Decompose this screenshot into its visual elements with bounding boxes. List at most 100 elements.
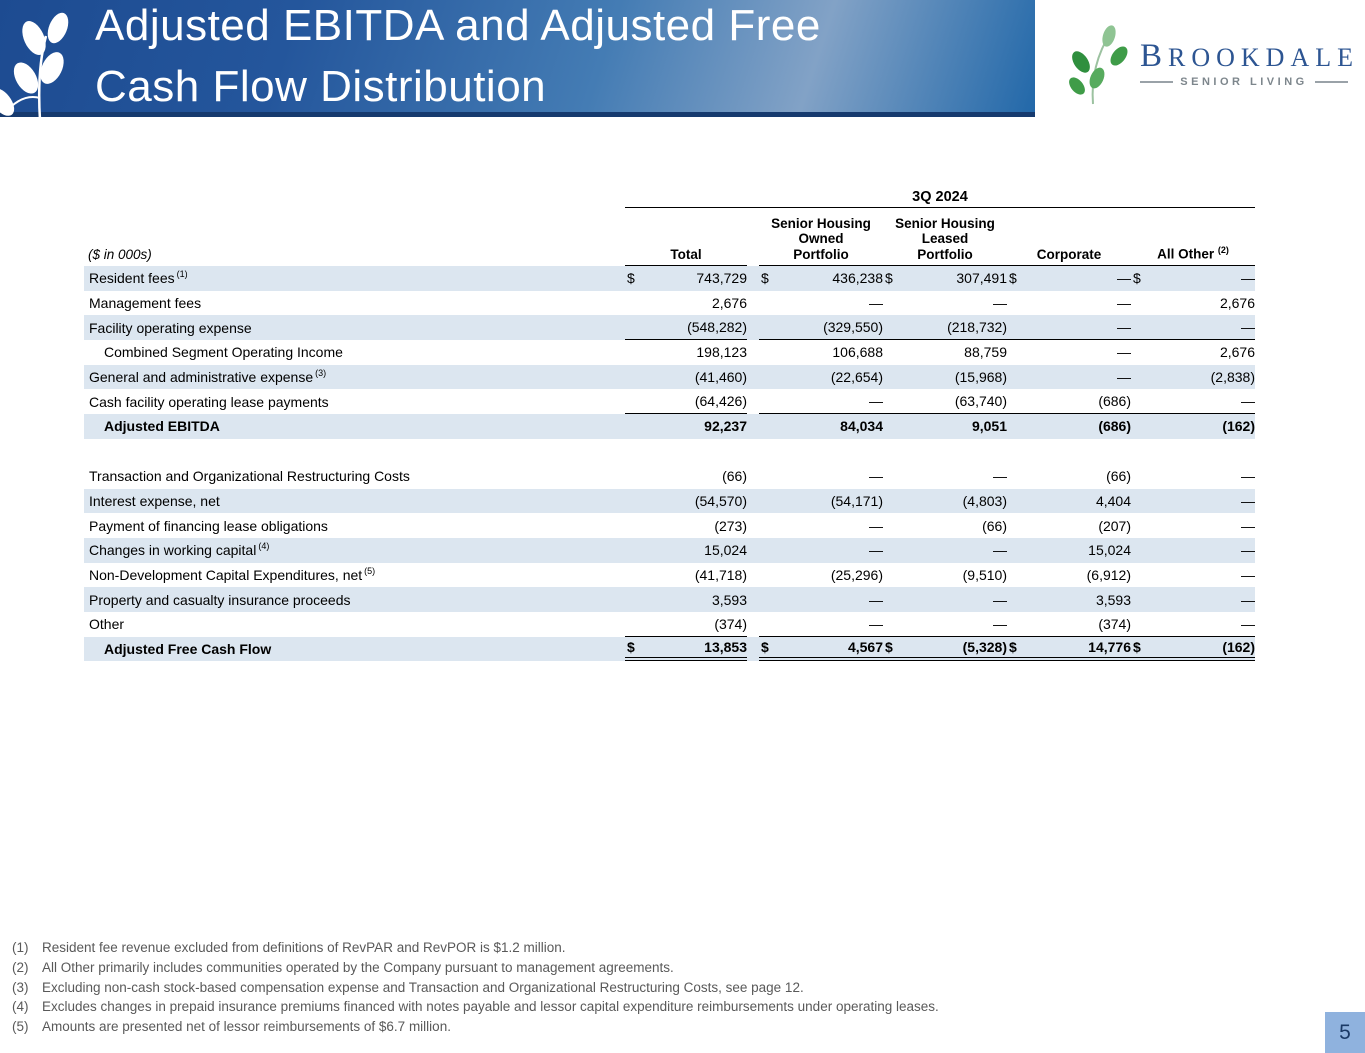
dollar-sign xyxy=(1007,489,1031,514)
cell-senior-housing-leased: — xyxy=(993,295,1007,312)
dollar-sign xyxy=(759,538,783,563)
dollar-sign xyxy=(883,563,907,588)
row-label: Management fees xyxy=(89,295,202,312)
column-gap xyxy=(747,637,759,662)
dollar-sign xyxy=(1007,464,1031,489)
dollar-sign xyxy=(883,365,907,390)
dollar-sign xyxy=(1131,612,1155,637)
footnote-text: Excluding non-cash stock-based compensat… xyxy=(42,979,804,995)
page-number-badge: 5 xyxy=(1325,1012,1365,1053)
dollar-sign xyxy=(1007,612,1031,637)
row-label: Combined Segment Operating Income xyxy=(104,344,343,361)
footnote-marker: (2) xyxy=(12,959,29,975)
table-row: Payment of financing lease obligations (… xyxy=(84,513,1255,538)
dollar-sign xyxy=(759,612,783,637)
column-gap xyxy=(747,266,759,291)
cell-senior-housing-owned: (22,654) xyxy=(830,369,883,386)
row-label: Cash facility operating lease payments xyxy=(89,393,329,410)
column-header-total: Total xyxy=(625,208,747,266)
table-row: Combined Segment Operating Income 198,12… xyxy=(84,340,1255,365)
footnote-marker: (1) xyxy=(12,940,29,955)
dollar-sign xyxy=(625,538,649,563)
dollar-sign: $ xyxy=(759,637,783,662)
footnote-text: Amounts are presented net of lessor reim… xyxy=(42,1019,451,1035)
row-label: Facility operating expense xyxy=(89,319,252,336)
financial-table: 3Q 2024 ($ in 000s) Total Senior Housing… xyxy=(84,186,1255,662)
dollar-sign xyxy=(625,315,649,341)
brookdale-logo: BROOKDALE SENIOR LIVING xyxy=(1062,14,1353,106)
dollar-sign xyxy=(625,489,649,514)
dollar-sign xyxy=(1131,414,1155,439)
dollar-sign: $ xyxy=(625,637,649,662)
dollar-sign xyxy=(883,389,907,415)
cell-all-other: (2,838) xyxy=(1210,369,1255,386)
dollar-sign xyxy=(883,587,907,612)
cell-total: 13,853 xyxy=(649,637,747,662)
dollar-sign xyxy=(1131,315,1155,341)
cell-senior-housing-leased: (5,328) xyxy=(907,637,1007,662)
dollar-sign xyxy=(759,513,783,538)
financial-table-body: Resident fees (1) $ 743,729 $ 436,238 $ 3… xyxy=(84,266,1255,662)
cell-senior-housing-owned: — xyxy=(783,389,883,415)
cell-corporate: (66) xyxy=(1106,468,1131,485)
cell-senior-housing-owned: 4,567 xyxy=(783,637,883,662)
cell-total: (41,718) xyxy=(694,566,747,583)
cell-senior-housing-leased: (15,968) xyxy=(954,369,1007,386)
cell-all-other: — xyxy=(1241,517,1255,534)
cell-senior-housing-leased: (63,740) xyxy=(907,389,1007,415)
dollar-sign xyxy=(759,563,783,588)
dollar-sign xyxy=(1007,365,1031,390)
cell-senior-housing-owned: 436,238 xyxy=(832,270,883,287)
table-row: Transaction and Organizational Restructu… xyxy=(84,464,1255,489)
table-row: Interest expense, net (54,570) (54,171) … xyxy=(84,488,1255,514)
header-bar: Adjusted EBITDA and Adjusted Free Cash F… xyxy=(0,0,1035,120)
cell-corporate: 14,776 xyxy=(1031,637,1131,662)
cell-all-other: 2,676 xyxy=(1219,344,1255,361)
column-gap xyxy=(747,489,759,514)
column-gap xyxy=(747,389,759,414)
cell-senior-housing-leased: (218,732) xyxy=(907,315,1007,341)
dollar-sign: $ xyxy=(627,270,635,287)
cell-all-other: — xyxy=(1155,612,1255,637)
cell-senior-housing-leased: — xyxy=(993,468,1007,485)
dollar-sign xyxy=(759,291,783,316)
cell-all-other: — xyxy=(1241,492,1255,509)
row-label: Transaction and Organizational Restructu… xyxy=(89,468,410,485)
cell-senior-housing-owned: (329,550) xyxy=(783,315,883,341)
leaf-decoration-icon xyxy=(0,12,69,120)
footnote-text: Resident fee revenue excluded from defin… xyxy=(42,940,566,955)
dollar-sign xyxy=(883,612,907,637)
dollar-sign xyxy=(759,365,783,390)
dollar-sign xyxy=(883,489,907,514)
cell-senior-housing-owned: 106,688 xyxy=(832,344,883,361)
cell-total: (548,282) xyxy=(649,315,747,341)
dollar-sign xyxy=(1131,389,1155,415)
dollar-sign xyxy=(883,291,907,316)
cell-senior-housing-leased: 88,759 xyxy=(964,344,1007,361)
cell-senior-housing-owned: — xyxy=(869,517,883,534)
cell-all-other: (162) xyxy=(1222,418,1255,435)
dollar-sign xyxy=(625,340,649,365)
row-label: Payment of financing lease obligations xyxy=(89,517,328,534)
dollar-sign xyxy=(883,513,907,538)
column-gap xyxy=(747,538,759,563)
cell-senior-housing-leased: (9,510) xyxy=(962,566,1007,583)
cell-total: 15,024 xyxy=(704,542,747,559)
dollar-sign xyxy=(625,612,649,637)
cell-senior-housing-owned: — xyxy=(869,542,883,559)
row-label: Other xyxy=(89,616,125,633)
cell-corporate: — xyxy=(1117,369,1131,386)
dollar-sign xyxy=(1131,340,1155,365)
cell-all-other: — xyxy=(1241,468,1255,485)
column-gap xyxy=(747,340,759,365)
dollar-sign xyxy=(625,389,649,415)
column-header-all-other: All Other (2) xyxy=(1131,208,1255,266)
dollar-sign: $ xyxy=(1007,637,1031,662)
cell-senior-housing-leased: — xyxy=(993,591,1007,608)
column-gap xyxy=(747,464,759,489)
dollar-sign xyxy=(625,587,649,612)
dollar-sign xyxy=(1007,587,1031,612)
footnote: (3) Excluding non-cash stock-based compe… xyxy=(12,978,939,998)
dollar-sign xyxy=(1131,464,1155,489)
cell-all-other: — xyxy=(1241,542,1255,559)
